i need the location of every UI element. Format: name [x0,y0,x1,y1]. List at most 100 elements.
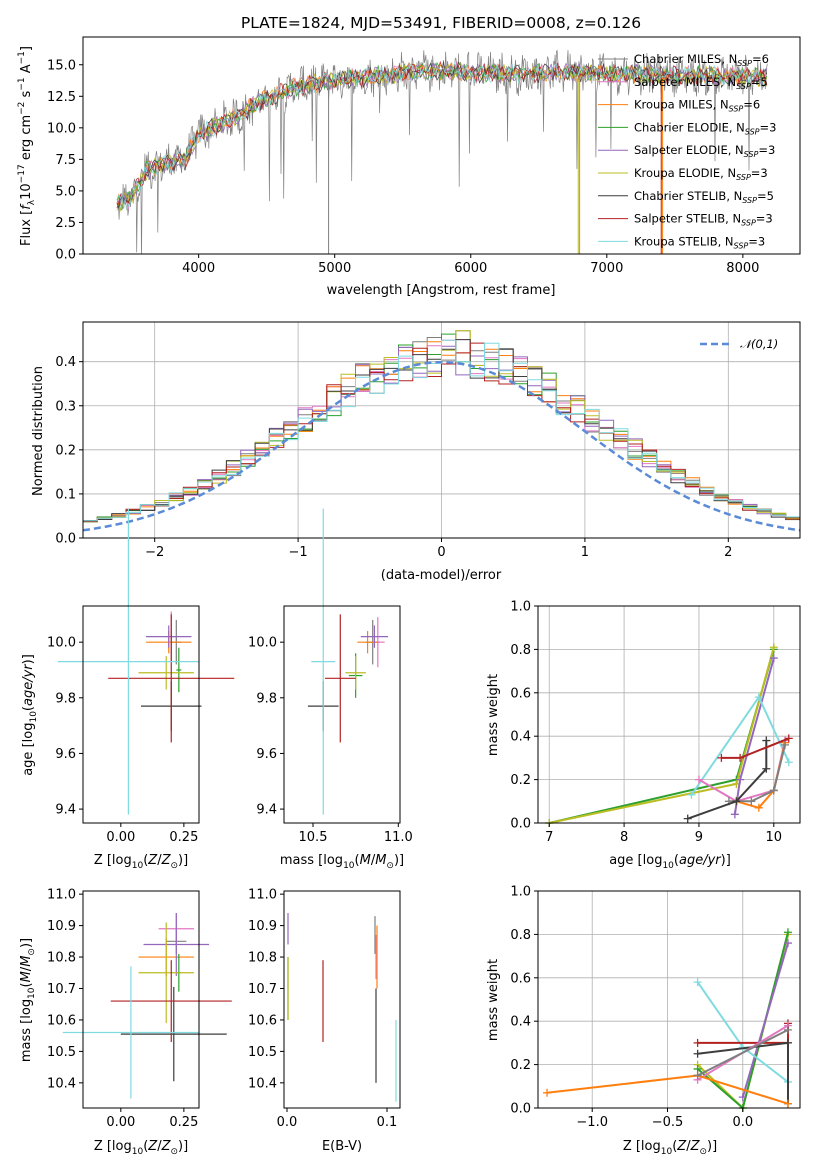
y-tick-label: 10.7 [248,982,277,997]
y-tick-label: 9.4 [256,803,277,818]
axes-frame [283,605,401,824]
y-tick-label: 10.5 [47,1045,76,1060]
model-spectrum-8 [116,61,767,211]
legend-value: =3 [756,212,773,226]
weight-line-8 [697,1029,789,1077]
y-tick-label: 10.5 [248,1045,277,1060]
legend-subscript: SSP [734,241,749,250]
residuals-ylabel: Normed distribution [31,366,46,496]
y-tick-label: 10.0 [47,636,76,651]
tick-group: 10.5 11.0 9.4 9.6 9.8 10.0 [248,636,413,845]
x-tick-label: 9 [695,830,703,845]
y-tick-label: 0.0 [55,532,76,547]
y-tick-label: 0.6 [510,686,531,701]
residuals-xlabel: (data-model)/error [381,568,502,583]
weight-marker-8-2 [784,734,793,743]
x-tick-label: −1 [289,545,308,560]
x-tick-label: 0.1 [377,1115,398,1130]
weight-marker-5-1 [754,803,763,812]
y-tick-label: 10.7 [47,982,76,997]
legend-label-4: Salpeter ELODIE, NSSP=3 [634,143,775,159]
weight-vs-age-xlabel: age [log10(age/yr)] [609,853,731,871]
mass-vs-Z-xlabel: Z [log10(Z/Z⊙)] [94,1139,188,1157]
legend-subscript: SSP [742,196,757,205]
residuals-panel: −2 −1 0 1 2 0.0 0.1 0.2 0.3 0.4 (data-model)/erro… [31,321,801,583]
legend-value: =3 [758,143,775,157]
y-tick-label: 11.0 [248,888,277,903]
y-tick-label: 1.0 [510,600,531,615]
legend-subscript: SSP [741,219,756,228]
weight-marker-8-0 [693,1071,702,1080]
y-tick-label: 0.3 [55,399,76,414]
spectrum-xlabel: wavelength [Angstrom, rest frame] [327,283,556,298]
x-tick-label: 10 [766,830,783,845]
legend-value: =6 [743,98,760,112]
weight-marker-7-1 [732,797,741,806]
legend-subscript: SSP [729,105,744,114]
histogram-8 [83,339,800,525]
x-tick-label: 0.25 [169,1115,198,1130]
weight-marker-2-0 [730,810,739,819]
y-tick-label: 0.0 [510,1102,531,1117]
mass-vs-Z-panel: 0.00 0.25 10.4 10.5 10.6 10.7 10.8 10.9 11.0 Z [… [19,888,232,1157]
x-tick-label: 0.00 [106,1115,135,1130]
x-tick-label: −2 [145,545,164,560]
legend-value: =5 [751,75,768,89]
y-tick-label: 10.9 [248,919,277,934]
legend-label-8: Kroupa STELIB, NSSP=3 [634,234,765,250]
weight-marker-2-1 [783,939,792,948]
weight-marker-3-2 [784,758,793,767]
y-tick-label: 10.4 [248,1076,277,1091]
weight-marker-5-0 [693,1049,702,1058]
age-vs-mass-panel: 10.5 11.0 9.4 9.6 9.8 10.0 mass [log10(M/M⊙)] [248,508,413,871]
mass-vs-Z-ylabel: mass [log10(M/M⊙)] [19,938,37,1062]
x-tick-label: 1 [581,545,589,560]
legend-subscript: SSP [736,82,751,91]
y-tick-label: 9.8 [256,691,277,706]
y-tick-label: 10.8 [47,951,76,966]
y-tick-label: 5.0 [55,184,76,199]
y-tick-label: 10.9 [47,919,76,934]
legend-subscript: SSP [745,127,760,136]
weight-marker-2-0 [738,1093,747,1102]
x-tick-label: 8 [620,830,628,845]
weight-marker-7-3 [762,736,771,745]
y-tick-label: 0.0 [55,248,76,263]
chart-marks [116,49,768,254]
y-tick-label: 10.8 [248,951,277,966]
axes-frame [82,890,200,1109]
weight-marker-4-0 [693,1038,702,1047]
chart-marks [307,508,389,815]
legend-value: =3 [751,166,768,180]
legend-label-5: Kroupa ELODIE, NSSP=3 [634,166,768,182]
residuals-legend: 𝒩(0,1) [700,337,778,351]
x-tick-label: 11.0 [384,830,413,845]
x-tick-label: 0.0 [277,1115,298,1130]
weight-marker-7-2 [783,1099,792,1108]
y-tick-label: 9.4 [55,803,76,818]
legend-subscript: SSP [736,173,751,182]
tick-group: 0.00 0.25 9.4 9.6 9.8 10.0 [47,636,198,845]
tick-group: 0.00 0.25 10.4 10.5 10.6 10.7 10.8 10.9 11.0 [47,888,198,1130]
y-tick-label: 10.0 [248,636,277,651]
mass-vs-EBV-xlabel: E(B-V) [322,1139,362,1154]
weight-marker-4-0 [694,775,703,784]
model-spectrum-5 [116,61,767,212]
axes-frame [82,36,801,255]
y-tick-label: 10.6 [47,1013,76,1028]
y-tick-label: 1.0 [510,885,531,900]
spectrum-ylabel: Flux [fλ10−17 erg cm−2 s−1 A−1] [17,46,37,246]
weight-marker-3-0 [693,978,702,987]
weight-marker-8-1 [736,753,745,762]
y-tick-label: 11.0 [47,888,76,903]
x-tick-label: 4000 [182,261,215,276]
axes-frame [537,605,801,824]
y-tick-label: 10.0 [47,121,76,136]
x-tick-label: 8000 [726,261,759,276]
y-tick-label: 0.4 [55,355,76,370]
legend-subscript: SSP [737,59,752,68]
weight-marker-2-1 [736,775,745,784]
weight-marker-1-2 [769,643,778,652]
histogram-5 [83,330,800,523]
